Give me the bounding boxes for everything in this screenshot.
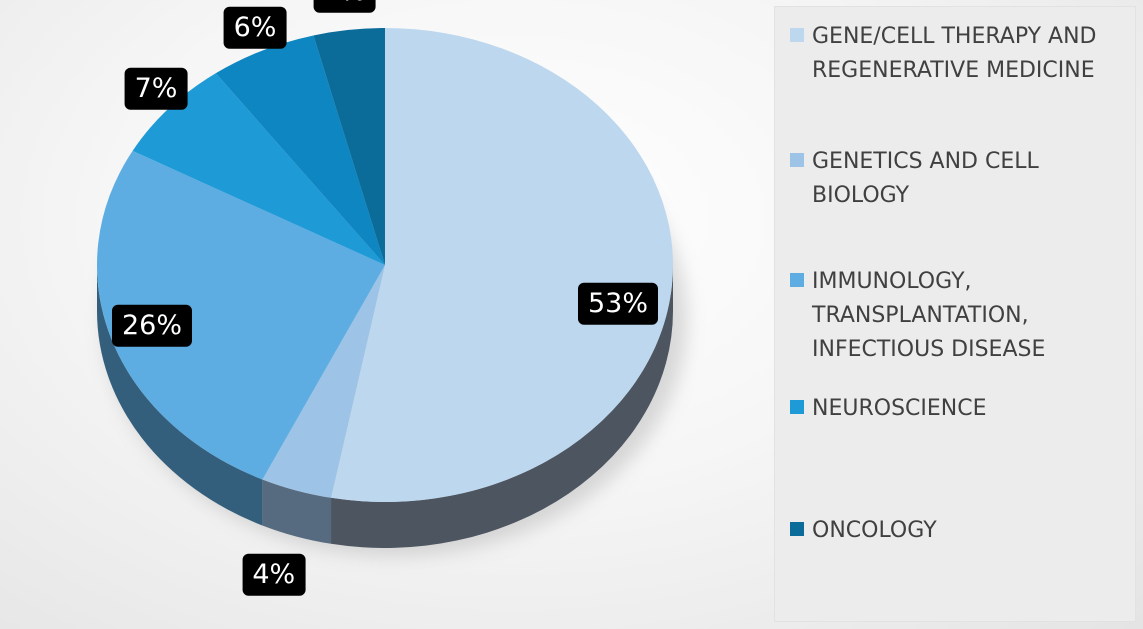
legend-item-gene-cell-therapy: GENE/CELL THERAPY AND REGENERATIVE MEDIC… (790, 20, 1128, 88)
legend-label: NEUROSCIENCE (812, 392, 987, 426)
legend-label: IMMUNOLOGY, TRANSPLANTATION, INFECTIOUS … (812, 265, 1045, 367)
legend-item-genetics: GENETICS AND CELL BIOLOGY (790, 145, 1128, 213)
data-label: 6% (224, 6, 287, 48)
data-label: 7% (125, 68, 188, 110)
legend-swatch (790, 28, 804, 42)
data-label: 4% (242, 554, 305, 596)
data-label: 4% (313, 0, 376, 13)
legend-swatch (790, 400, 804, 414)
legend-item-neuroscience: NEUROSCIENCE (790, 392, 1128, 426)
legend-label: ONCOLOGY (812, 514, 937, 548)
data-label: 26% (112, 305, 192, 347)
legend-swatch (790, 153, 804, 167)
legend-swatch (790, 522, 804, 536)
legend-swatch (790, 273, 804, 287)
legend: GENE/CELL THERAPY AND REGENERATIVE MEDIC… (774, 6, 1136, 622)
legend-item-oncology: ONCOLOGY (790, 514, 1128, 548)
legend-label: GENE/CELL THERAPY AND REGENERATIVE MEDIC… (812, 20, 1096, 88)
data-label: 53% (578, 283, 658, 325)
legend-label: GENETICS AND CELL BIOLOGY (812, 145, 1039, 213)
legend-item-immunology: IMMUNOLOGY, TRANSPLANTATION, INFECTIOUS … (790, 265, 1128, 367)
